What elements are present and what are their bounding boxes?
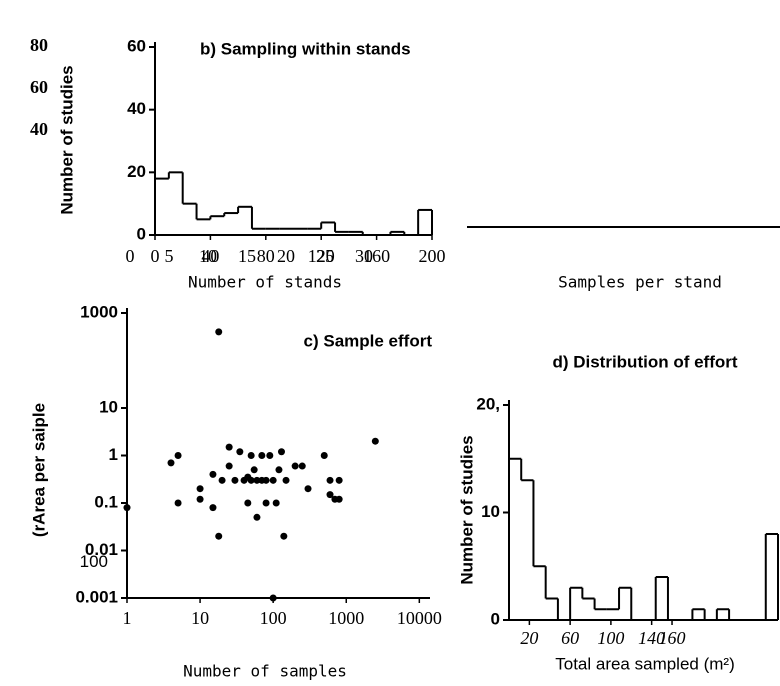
x-tick-label: 10: [191, 608, 209, 628]
overlay-tick-label: 10: [199, 246, 217, 266]
point: [291, 462, 299, 470]
point: [326, 476, 334, 484]
overlay-tick-label: 0: [126, 246, 135, 266]
point: [371, 437, 379, 445]
overlay-tick-label: 20: [277, 246, 295, 266]
y-tick-label: 1: [109, 445, 118, 464]
x-tick-label: 40: [201, 246, 219, 266]
overlay-tick-label: 15: [238, 246, 256, 266]
point: [247, 452, 255, 459]
y-tick-label: 20,: [476, 394, 500, 413]
point: [253, 476, 261, 484]
point: [269, 594, 277, 602]
point: [250, 466, 258, 474]
x-tick-label: 100: [260, 608, 287, 628]
x-tick-label: 140: [638, 628, 665, 648]
overlay-tick-label: 30: [355, 246, 373, 266]
point: [218, 476, 226, 484]
x-tick-label: 80: [257, 246, 275, 266]
x-tick-label: 0: [151, 246, 160, 266]
point: [209, 504, 217, 512]
point: [209, 470, 217, 478]
point: [280, 532, 288, 540]
x-tick-label: 160: [363, 246, 390, 266]
y-axis-label: Number of studies: [57, 65, 76, 214]
point: [123, 504, 131, 512]
point: [196, 485, 204, 493]
point: [236, 448, 244, 456]
point: [258, 452, 266, 459]
x-axis-label: Samples per stand: [558, 273, 722, 292]
chart-title: d) Distribution of effort: [552, 352, 737, 371]
point: [335, 495, 343, 503]
point: [266, 452, 274, 459]
y-tick-label: 20: [127, 162, 146, 181]
overlay-tick-label: 100: [80, 552, 108, 571]
y-axis-label: Number of studies: [457, 435, 476, 584]
point: [225, 462, 233, 470]
point: [262, 476, 270, 484]
point: [215, 532, 223, 540]
x-tick-label: 1: [123, 608, 132, 628]
y-tick-label: 0.001: [75, 587, 118, 606]
overlay-tick-label: 40: [30, 119, 48, 139]
y-tick-label: 0.1: [94, 492, 118, 511]
x-tick-label: 20: [520, 628, 538, 648]
overlay-tick-label: 25: [316, 246, 334, 266]
y-tick-label: 60: [127, 36, 146, 55]
x-tick-label: 1000: [328, 608, 364, 628]
point: [231, 476, 239, 484]
point: [262, 499, 270, 507]
x-tick-label: 160: [659, 628, 686, 648]
y-tick-label: 1000: [80, 302, 118, 321]
point: [282, 476, 290, 484]
point: [326, 491, 334, 499]
point: [335, 476, 343, 484]
x-axis-label: Number of stands: [188, 273, 342, 292]
overlay-tick-label: 60: [30, 77, 48, 97]
y-tick-label: 40: [127, 99, 146, 118]
y-axis-label: (rArea per saiple: [29, 403, 48, 537]
overlay-tick-label: 80: [30, 35, 48, 55]
point: [277, 448, 285, 456]
chart-title: b) Sampling within stands: [200, 39, 411, 58]
y-tick-label: 10: [99, 397, 118, 416]
point: [304, 485, 312, 493]
y-tick-label: 0: [491, 609, 500, 628]
y-tick-label: 0: [137, 224, 146, 243]
overlay-tick-label: 5: [165, 246, 174, 266]
x-tick-label: 60: [561, 628, 579, 648]
x-tick-label: 10000: [397, 608, 442, 628]
x-axis-label: Total area sampled (m²): [555, 654, 735, 673]
point: [320, 452, 328, 459]
x-tick-label: 200: [419, 246, 446, 266]
point: [247, 476, 255, 484]
chart-title: c) Sample effort: [304, 331, 433, 350]
point: [269, 476, 277, 484]
x-axis-label: Number of samples: [183, 662, 347, 681]
point: [174, 452, 182, 459]
point: [215, 328, 223, 336]
x-tick-label: 120: [308, 246, 335, 266]
y-tick-label: 0.01: [85, 540, 118, 559]
point: [225, 443, 233, 451]
point: [167, 459, 175, 467]
point: [174, 499, 182, 507]
point: [244, 499, 252, 507]
point: [298, 462, 306, 470]
x-tick-label: 100: [597, 628, 624, 648]
point: [272, 499, 280, 507]
point: [196, 495, 204, 503]
y-tick-label: 10: [481, 502, 500, 521]
point: [253, 513, 261, 521]
point: [275, 466, 283, 474]
